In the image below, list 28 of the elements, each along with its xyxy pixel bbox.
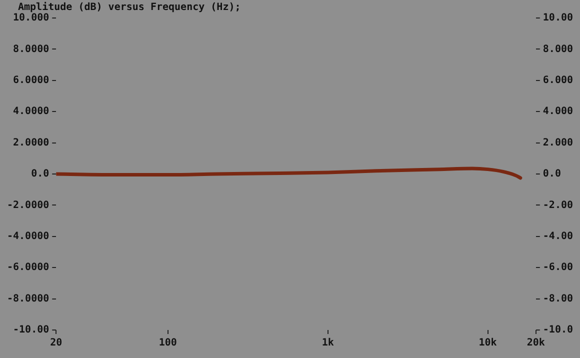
x-tick-label: 20k — [526, 338, 545, 349]
y2-tick-label: -6.00 — [542, 262, 574, 274]
y2-tick-label: 2.000 — [542, 137, 574, 148]
y2-tick-label: -2.00 — [542, 200, 574, 211]
x-tick-label: 1k — [322, 338, 334, 349]
x-tick-label: 100 — [158, 338, 177, 349]
y-tick-label: -2.0000 — [6, 200, 50, 211]
y-tick-label: -10.00 — [13, 324, 50, 336]
y-tick-label: 2.0000 — [13, 137, 50, 148]
y2-tick-label: -8.00 — [542, 293, 574, 304]
y-tick-label: 4.0000 — [13, 106, 50, 118]
y-tick-label: 8.0000 — [13, 44, 50, 55]
y-tick-label: -6.0000 — [6, 262, 50, 274]
y2-tick-label: 4.000 — [542, 106, 574, 118]
x-tick-label: 20 — [50, 338, 62, 349]
y-tick-label: 10.000 — [13, 12, 50, 24]
y-tick-label: -8.0000 — [6, 293, 50, 304]
y2-tick-label: 10.00 — [542, 12, 574, 24]
y-tick-label: 0.0 — [31, 168, 50, 180]
y2-tick-label: 8.000 — [542, 44, 574, 55]
x-tick-label: 10k — [478, 338, 497, 349]
y2-tick-label: 0.0 — [542, 168, 561, 180]
chart-title: Amplitude (dB) versus Frequency (Hz); — [18, 2, 241, 13]
y2-tick-label: 6.000 — [542, 74, 574, 86]
y2-tick-label: -4.00 — [542, 230, 574, 242]
y-tick-label: -4.0000 — [6, 230, 50, 242]
y2-tick-label: -10.0 — [542, 324, 574, 336]
y-tick-label: 6.0000 — [13, 74, 50, 86]
